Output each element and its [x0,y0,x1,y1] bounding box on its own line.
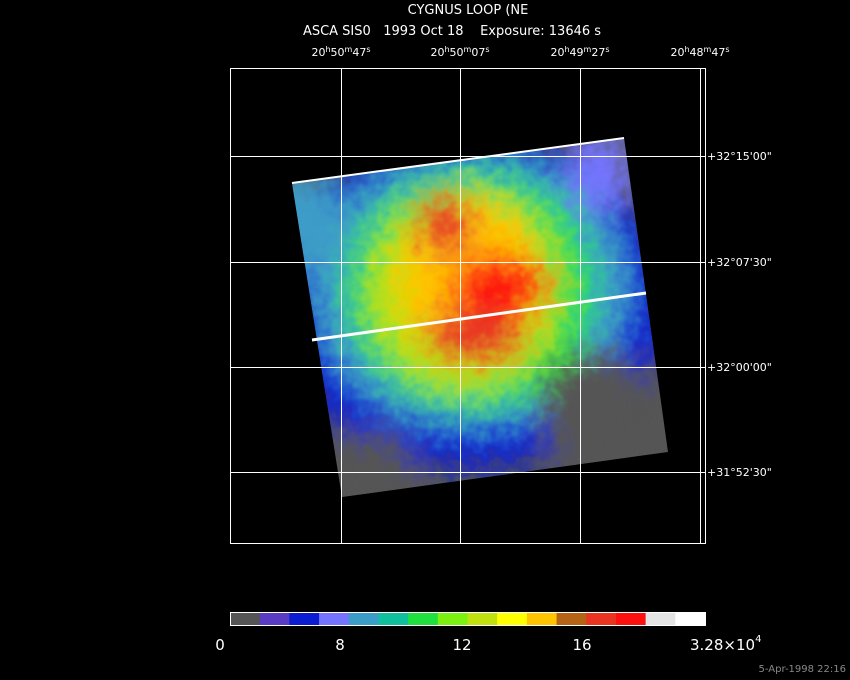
dec-label: +31°52'30" [707,466,772,479]
colorbar-label: 16 [572,636,591,654]
colorbar-segment [497,612,528,625]
colorbar-frame [230,612,706,626]
colorbar-segment [556,612,587,625]
field-edge [291,137,625,184]
colorbar-segment [675,612,706,625]
ra-unit: m [464,45,472,54]
colorbar-segment [437,612,468,625]
ra-unit: h [444,45,449,54]
colorbar-segment [348,612,379,625]
colorbar-segment [615,612,647,625]
colorbar-label: 8 [335,636,345,654]
timestamp: 5-Apr-1998 22:16 [759,664,846,675]
ra-unit: h [564,45,569,54]
mantissa: 3.28×10 [690,636,755,654]
colorbar-segment [319,612,350,625]
ra-value: 50 [450,46,464,59]
ra-value: 20 [670,46,684,59]
ra-value: 47 [352,46,366,59]
ra-value: 50 [331,46,345,59]
ra-unit: s [366,45,370,54]
ra-unit: s [725,45,729,54]
colorbar-segment [230,612,261,625]
dec-label: +32°07'30" [707,256,772,269]
ra-unit: h [684,45,689,54]
colorbar-segment [467,612,498,625]
ra-unit: h [325,45,330,54]
ra-value: 20 [430,46,444,59]
ra-unit: m [704,45,712,54]
ra-unit: s [605,45,609,54]
ra-label: 20h48m47s [670,45,729,59]
ra-value: 48 [690,46,704,59]
colorbar-segment [289,612,320,625]
colorbar-segment [259,612,290,625]
colorbar-label: 12 [452,636,471,654]
colorbar-segment [378,612,409,625]
title: CYGNUS LOOP (NE [408,3,529,18]
dec-labels: +32°15'00" +32°07'30" +32°00'00" +31°52'30" [707,150,772,479]
ra-value: 20 [550,46,564,59]
ra-value: 47 [711,46,725,59]
ra-label: 20h49m27s [550,45,609,59]
colorbar-segment [526,612,558,625]
x-ray-image [292,138,668,497]
dec-label: +32°00'00" [707,361,772,374]
colorbar-segment [586,612,617,625]
ra-unit: s [485,45,489,54]
ra-label: 20h50m07s [430,45,489,59]
colorbar-label: 3.28×104 [690,634,761,654]
ra-value: 49 [570,46,584,59]
ra-value: 07 [471,46,485,59]
colorbar-segment [645,612,676,625]
coordinate-grid [230,68,706,544]
ra-value: 27 [591,46,605,59]
colorbar-segment [408,612,439,625]
ra-unit: m [345,45,353,54]
ra-value: 20 [311,46,325,59]
detector-gap [311,291,647,342]
ra-label: 20h50m47s [311,45,370,59]
ra-labels: 20h50m47s 20h50m07s 20h49m27s 20h48m47s [311,45,729,59]
dec-label: +32°15'00" [707,150,772,163]
subtitle: ASCA SIS0 1993 Oct 18 Exposure: 13646 s [303,24,601,39]
ra-unit: m [584,45,592,54]
colorbar-label: 0 [215,636,225,654]
colorbar: 0 8 12 16 3.28×104 [215,612,761,654]
exponent: 4 [755,634,761,645]
frame [230,68,706,544]
